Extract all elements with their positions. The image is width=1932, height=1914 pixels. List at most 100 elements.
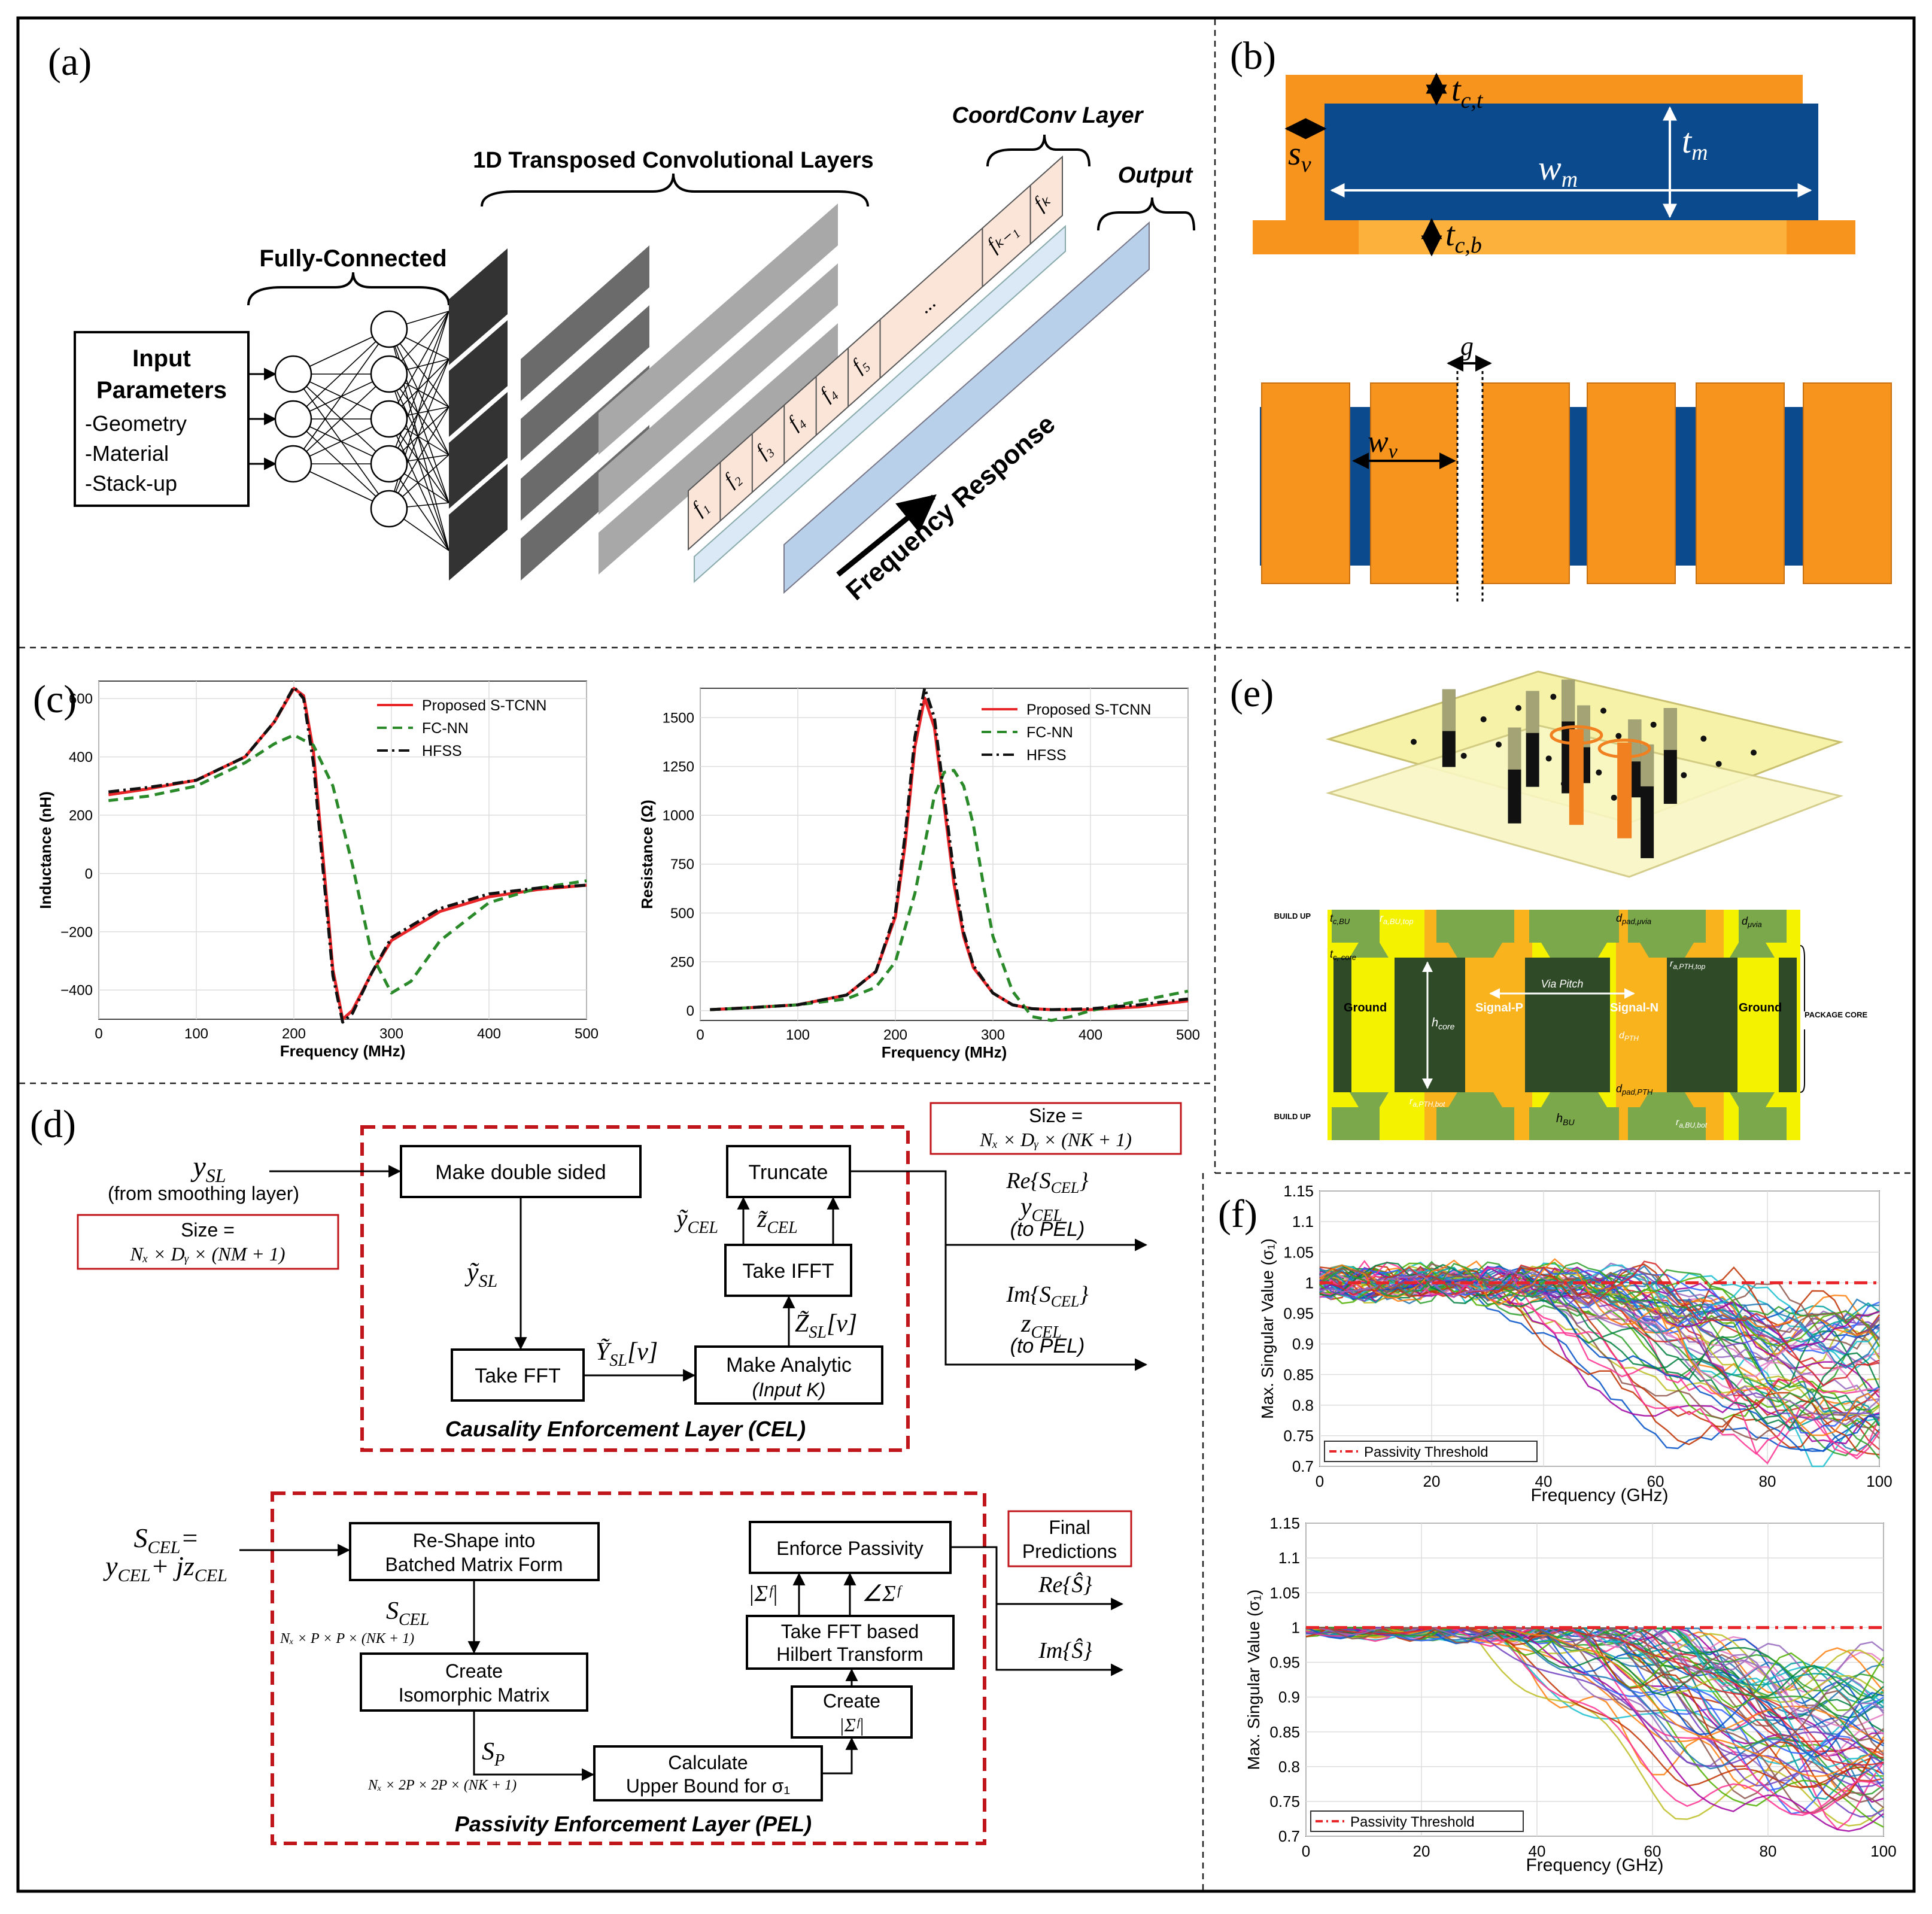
via-pillar-top bbox=[1562, 679, 1575, 722]
arrow-truncate-im bbox=[850, 1170, 1148, 1371]
ra-bu-bot-label: ra,BU,bot bbox=[1676, 1117, 1708, 1129]
output-label: Output bbox=[1118, 163, 1193, 188]
x-tick-label: 0 bbox=[696, 1027, 704, 1043]
re-scel: Re{SCEL} bbox=[1006, 1168, 1088, 1196]
x-tick-label: 100 bbox=[1870, 1842, 1896, 1860]
tc-core-label: tc, core bbox=[1330, 948, 1356, 962]
d-pth-label: dPTH bbox=[1619, 1031, 1639, 1043]
y-tick-label: 1 bbox=[1305, 1274, 1314, 1292]
y-tick-label: 0.75 bbox=[1283, 1427, 1314, 1445]
panel-f-label: (f) bbox=[1218, 1192, 1257, 1236]
y-tick-label: 0.8 bbox=[1278, 1758, 1300, 1776]
via-dot bbox=[1411, 739, 1417, 745]
package-cross-section: BUILD UP BUILD UP PACKAGE CORE Ground Gr… bbox=[1274, 910, 1868, 1140]
x-tick-label: 40 bbox=[1535, 1472, 1553, 1490]
via-dot bbox=[1611, 794, 1617, 801]
ang-sigma: ∠Σᶠ bbox=[862, 1581, 903, 1606]
calc-label-1: Calculate bbox=[668, 1752, 748, 1773]
output-brace bbox=[1097, 197, 1195, 231]
legend-entry: FC-NN bbox=[1026, 724, 1073, 741]
x-tick-label: 20 bbox=[1423, 1472, 1441, 1490]
neuron bbox=[274, 400, 312, 438]
via-pillar-top bbox=[1526, 691, 1539, 733]
via-pillar-top bbox=[1663, 708, 1677, 751]
tcb-symbol: tc,b bbox=[1445, 216, 1482, 258]
y-axis-label: Max. Singular Value (σ₁) bbox=[1258, 1238, 1277, 1419]
size2-line1: Size = bbox=[1029, 1105, 1083, 1126]
scel-dim: Nₓ × P × P × (NK + 1) bbox=[280, 1631, 414, 1646]
tc-bu-label: tc,BU bbox=[1330, 912, 1350, 926]
size-box-1 bbox=[77, 1214, 339, 1270]
signal-p-label: Signal-P bbox=[1475, 1001, 1523, 1014]
im-s-hat: Im{Ŝ} bbox=[1038, 1638, 1092, 1663]
y-tick-label: 1.15 bbox=[1269, 1514, 1300, 1532]
x-tick-label: 100 bbox=[786, 1027, 810, 1043]
series-line bbox=[108, 685, 587, 1024]
x-tick-label: 80 bbox=[1760, 1842, 1777, 1860]
y-tick-label: 0.75 bbox=[1269, 1793, 1300, 1810]
nn-edge bbox=[388, 311, 449, 420]
h-bu-label: hBU bbox=[1556, 1112, 1575, 1127]
sp-dim: Nₓ × 2P × 2P × (NK + 1) bbox=[367, 1778, 517, 1793]
x-tick-label: 0 bbox=[1316, 1472, 1324, 1490]
panel-c: (c) 0 100 200 300 400 500 600 400 200 0 −200 −400 Fr… bbox=[33, 678, 1200, 1061]
create-iso-box bbox=[360, 1652, 588, 1712]
via-dot bbox=[1480, 716, 1487, 722]
sv-symbol: sv bbox=[1288, 135, 1311, 177]
y-tick-label: 600 bbox=[69, 691, 93, 707]
transposed-label: 1D Transposed Convolutional Layers bbox=[473, 148, 873, 173]
panel-e: (e) bbox=[1230, 670, 1868, 1140]
make-analytic-label-2: (Input K) bbox=[752, 1379, 826, 1400]
to-pel-1: (to PEL) bbox=[1010, 1218, 1085, 1241]
scel-mid: SCEL bbox=[386, 1597, 429, 1629]
tct-symbol: tc,t bbox=[1451, 71, 1484, 113]
zcel: zCEL bbox=[1020, 1310, 1062, 1342]
panel-b-label: (b) bbox=[1230, 34, 1276, 78]
legend-entry: Passivity Threshold bbox=[1364, 1444, 1489, 1460]
plot-area bbox=[98, 680, 587, 1020]
via-dot bbox=[1460, 752, 1467, 759]
neuron bbox=[370, 310, 408, 348]
response-curve bbox=[1305, 1627, 1884, 1755]
panel-d-label: (d) bbox=[30, 1102, 76, 1146]
truncate-label: Truncate bbox=[749, 1161, 828, 1184]
x-tick-label: 300 bbox=[981, 1027, 1005, 1043]
arrow-im-out bbox=[950, 1546, 1124, 1676]
series-line bbox=[710, 768, 1189, 1022]
make-double-label: Make double sided bbox=[435, 1161, 606, 1184]
y-tick-label: 1.15 bbox=[1283, 1182, 1314, 1200]
d-pad-pth-label: dpad,PTH bbox=[1616, 1083, 1653, 1096]
enforce-box bbox=[749, 1521, 952, 1574]
resistance-chart: 0 100 200 300 400 500 1500 1250 1000 750 500 250 0 Fr… bbox=[638, 686, 1200, 1061]
signal-via bbox=[1569, 729, 1584, 825]
nn-edge bbox=[293, 329, 390, 464]
coordconv-brace bbox=[986, 134, 1090, 167]
nn-edge bbox=[293, 329, 390, 420]
hilbert-label-1: Take FFT based bbox=[781, 1621, 919, 1642]
copper-blocks bbox=[1261, 382, 1892, 584]
y-tick-label: −200 bbox=[60, 924, 93, 940]
enforce-label: Enforce Passivity bbox=[776, 1538, 923, 1559]
final-label-2: Predictions bbox=[1022, 1541, 1117, 1562]
gray-slab-stack-2 bbox=[599, 203, 838, 575]
via-pitch-label: Via Pitch bbox=[1541, 978, 1584, 990]
size1-line1: Size = bbox=[181, 1219, 235, 1241]
nn-edge bbox=[388, 406, 449, 509]
final-label-1: Final bbox=[1049, 1517, 1090, 1538]
ra-pth-bot-label: ra,PTH,bot bbox=[1409, 1096, 1445, 1108]
make-analytic-label-1: Make Analytic bbox=[726, 1354, 852, 1377]
d-pad-uvia-label: dpad,μvia bbox=[1616, 912, 1651, 926]
to-pel-2: (to PEL) bbox=[1010, 1335, 1085, 1357]
y-tick-label: 0.7 bbox=[1278, 1827, 1300, 1845]
nn-edge bbox=[388, 418, 449, 551]
reshape-box bbox=[349, 1522, 600, 1581]
re-s-hat: Re{Ŝ} bbox=[1038, 1572, 1092, 1597]
response-curve bbox=[1305, 1627, 1884, 1832]
create-iso-label-1: Create bbox=[445, 1660, 503, 1682]
fully-connected-network bbox=[248, 310, 449, 551]
take-ifft-label: Take IFFT bbox=[742, 1260, 834, 1283]
x-tick-label: 40 bbox=[1529, 1842, 1546, 1860]
blue-strip-1 bbox=[694, 224, 1066, 584]
response-curve bbox=[1319, 1267, 1880, 1421]
y-tick-label: 0.85 bbox=[1269, 1723, 1300, 1741]
